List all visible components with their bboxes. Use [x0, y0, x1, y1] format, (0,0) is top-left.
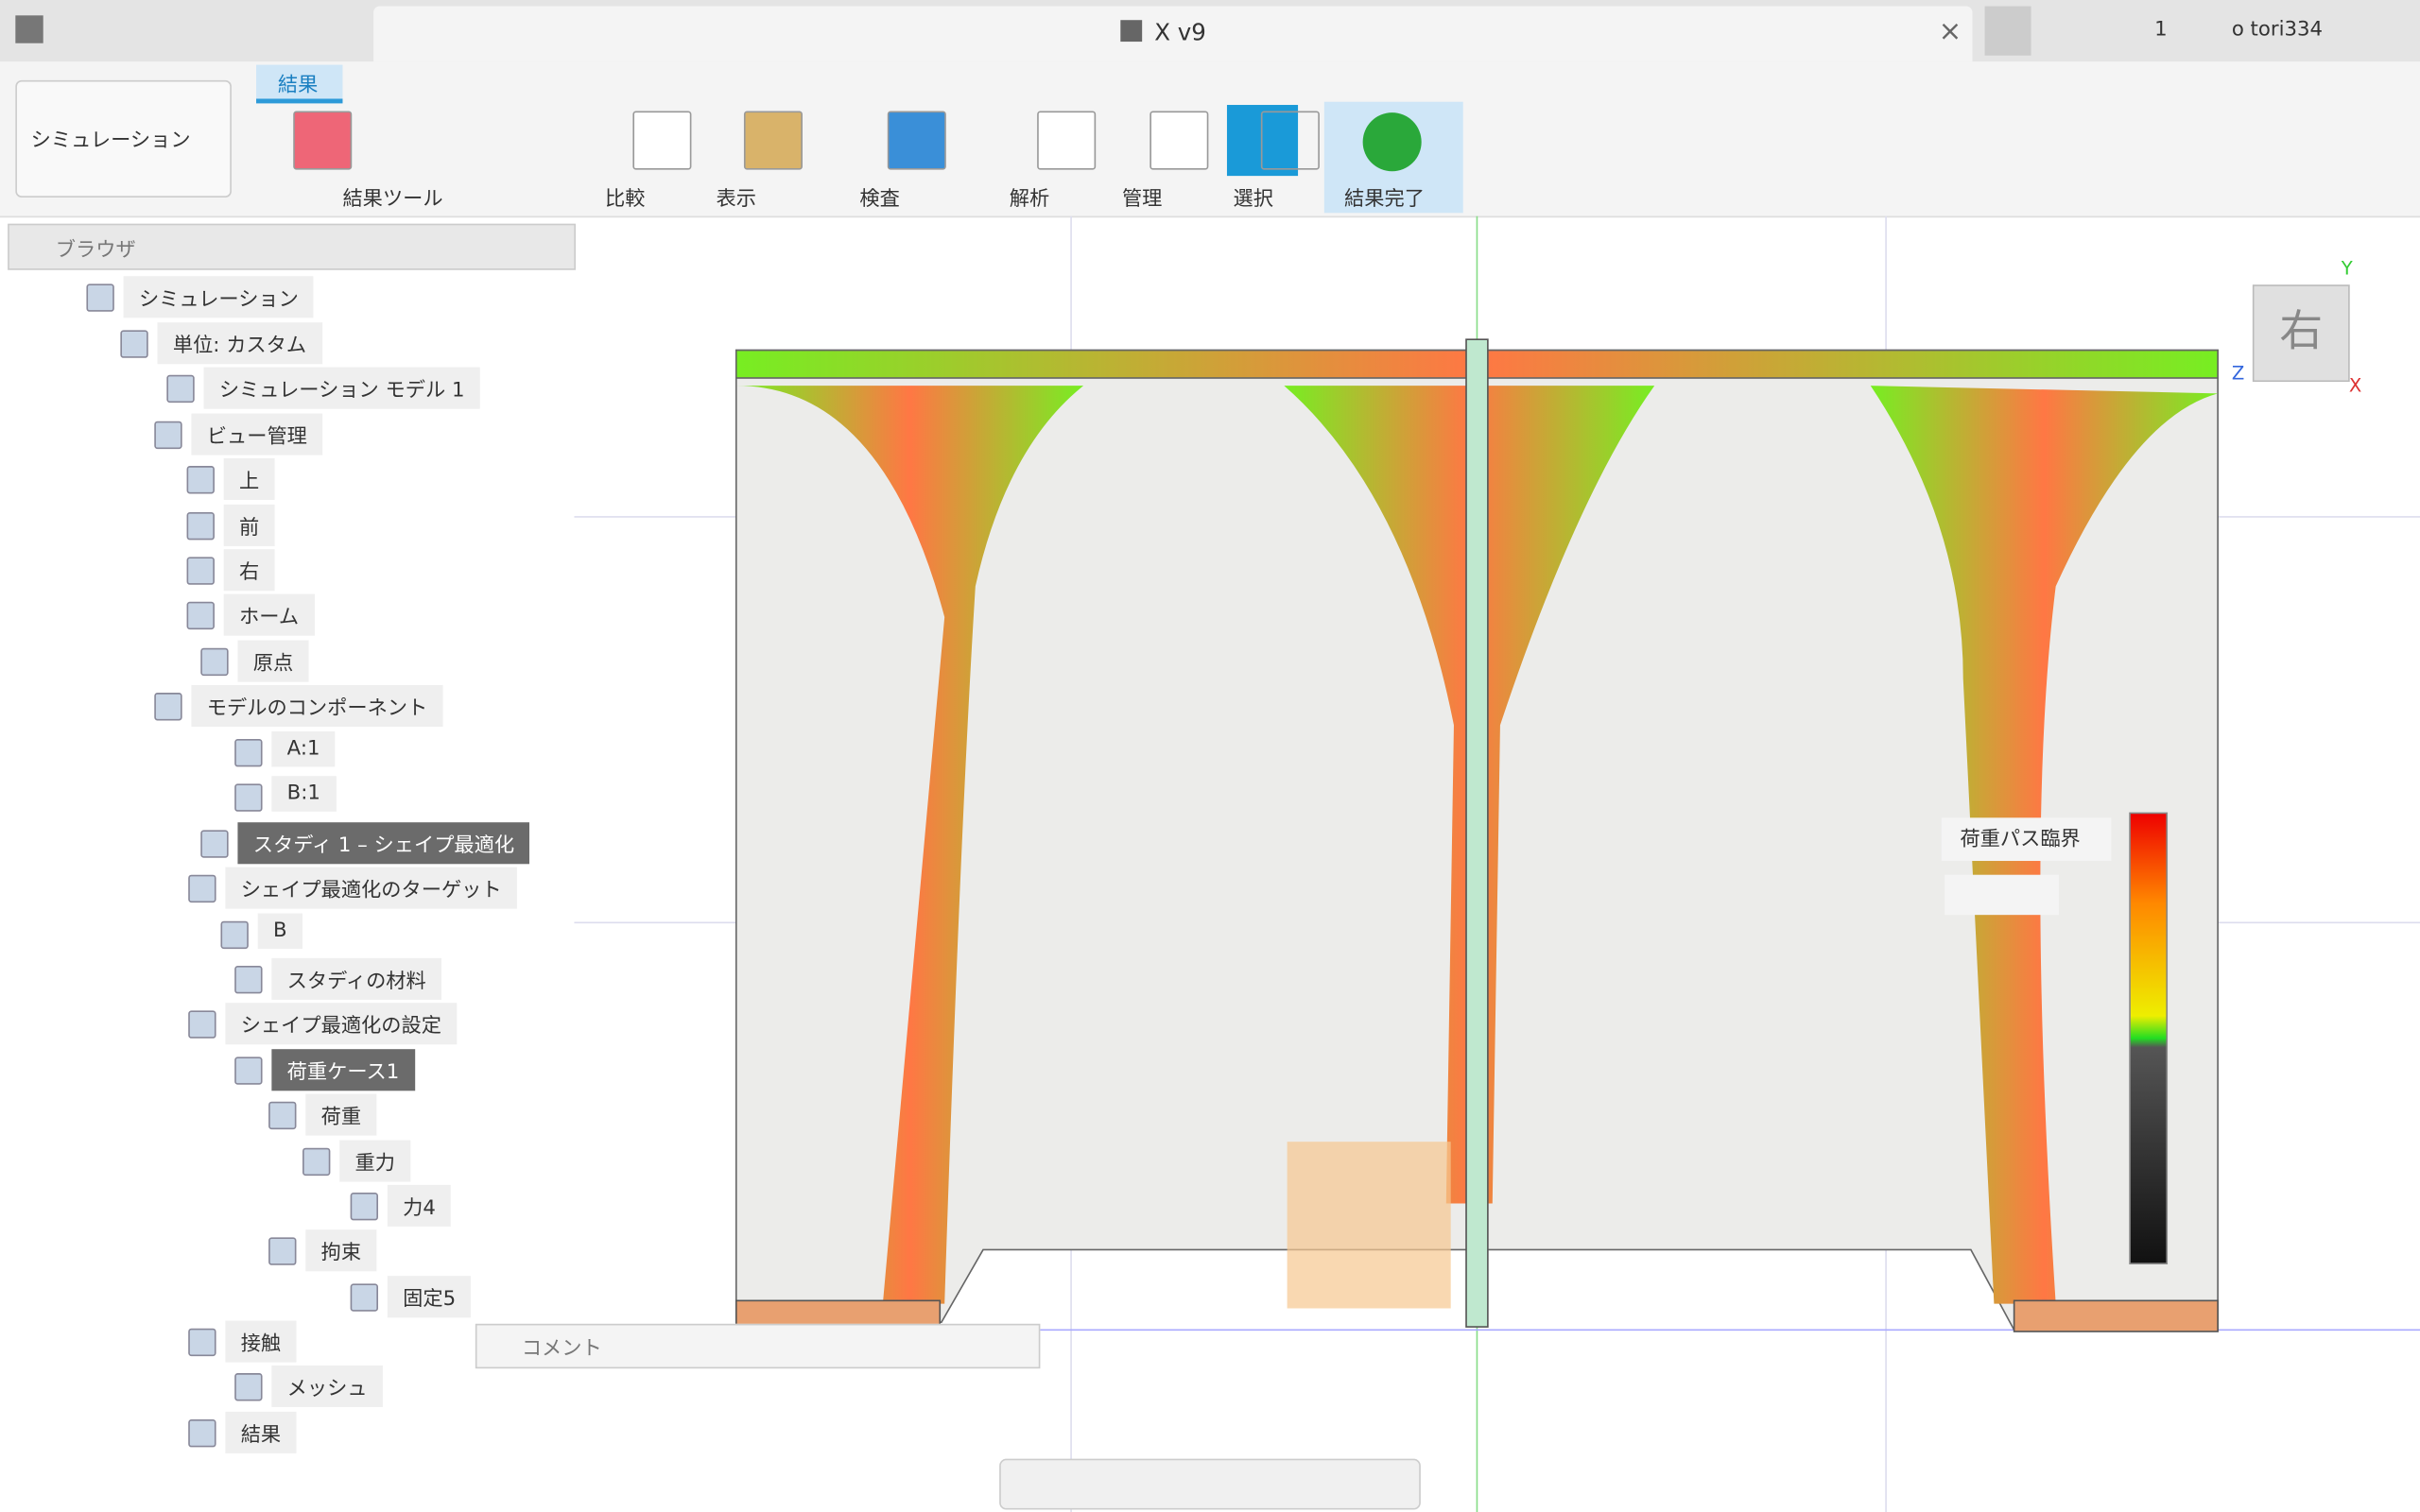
tree-icon — [186, 557, 215, 585]
tree-item[interactable]: 荷重ケース1 — [271, 1049, 415, 1091]
tree-item[interactable]: B — [257, 913, 302, 950]
ribbon-tab[interactable] — [256, 64, 343, 104]
tree-icon — [234, 739, 263, 767]
tree-item[interactable]: A:1 — [271, 730, 336, 767]
ribbon-group-label[interactable]: 管理 — [1121, 188, 1163, 212]
tree-icon — [154, 693, 182, 721]
tree-icon — [234, 966, 263, 994]
tree-icon — [220, 920, 249, 950]
ribbon-icon[interactable] — [1037, 111, 1097, 170]
tree-item[interactable]: B:1 — [271, 776, 337, 812]
axis-z: Z — [2232, 363, 2244, 385]
tree-icon — [350, 1193, 378, 1221]
tree-icon — [350, 1283, 378, 1312]
tree-icon — [186, 466, 215, 494]
user-name[interactable]: o tori334 — [2231, 18, 2323, 43]
tree-icon — [186, 601, 215, 630]
job-count: 1 — [2154, 18, 2168, 43]
ribbon-icon[interactable] — [887, 111, 946, 170]
tree-icon — [302, 1147, 331, 1177]
viewport: 右 Y Z X 荷重パス臨界 — [574, 215, 2420, 1512]
tree-icon — [234, 1057, 263, 1085]
tree-icon — [268, 1101, 297, 1130]
ribbon-icon[interactable] — [632, 111, 692, 170]
finish-icon — [1362, 112, 1422, 172]
ribbon-group-label[interactable]: 検査 — [859, 188, 900, 212]
tree-icon — [200, 830, 229, 858]
nav-bar[interactable] — [999, 1458, 1421, 1510]
tree-icon — [188, 874, 216, 903]
tree-item[interactable]: 原点 — [237, 640, 309, 682]
tree-item[interactable]: シミュレーション — [123, 276, 315, 318]
tree-icon — [268, 1237, 297, 1265]
tree-item[interactable]: スタディ 1 – シェイプ最適化 — [237, 822, 530, 865]
doc-title: X v9 — [1154, 18, 1206, 46]
apps-icon[interactable] — [15, 15, 43, 43]
ribbon-icon[interactable] — [1150, 111, 1209, 170]
tree-item[interactable]: 右 — [223, 549, 275, 592]
tree-item[interactable]: ホーム — [223, 593, 315, 636]
tree-item[interactable]: 単位: カスタム — [157, 322, 322, 365]
tree-item[interactable]: 荷重 — [305, 1093, 377, 1136]
ribbon-group-label[interactable]: 比較 — [605, 188, 646, 212]
tree-item[interactable]: 拘束 — [305, 1229, 377, 1272]
browser-title: ブラウザ — [55, 239, 136, 263]
ribbon-group-label[interactable]: 結果完了 — [1344, 188, 1425, 212]
tree-icon — [200, 647, 229, 677]
tree-icon — [166, 374, 195, 404]
ribbon-group-label[interactable]: 選択 — [1233, 188, 1273, 212]
select-icon[interactable] — [1226, 105, 1299, 177]
workspace-switch[interactable] — [15, 79, 232, 198]
doc-icon — [1120, 20, 1143, 43]
ribbon-icon[interactable] — [1260, 111, 1320, 170]
tree-icon — [154, 421, 182, 450]
ribbon — [0, 61, 2420, 218]
new-tab[interactable] — [1984, 6, 2031, 56]
axis-x: X — [2349, 375, 2361, 397]
legend-settings[interactable] — [1945, 874, 2059, 916]
tree-item[interactable]: シェイプ最適化のターゲット — [225, 867, 517, 909]
doc-tab[interactable] — [373, 6, 1973, 62]
tree-item[interactable]: シェイプ最適化の設定 — [225, 1003, 458, 1045]
browser-header — [8, 223, 576, 270]
tree-item[interactable]: ビュー管理 — [191, 413, 323, 455]
tree-item[interactable]: 接触 — [225, 1320, 297, 1363]
tree-icon — [234, 1373, 263, 1401]
ribbon-icon[interactable] — [743, 111, 803, 170]
tree-item[interactable]: モデルのコンポーネント — [191, 684, 443, 727]
ribbon-tab-label: 結果 — [277, 74, 319, 97]
tree-icon — [188, 1419, 216, 1448]
tree-icon — [186, 512, 215, 541]
ribbon-group-label[interactable]: 結果ツール — [342, 188, 443, 212]
tree-item[interactable]: シミュレーション モデル 1 — [203, 367, 480, 409]
legend-label: 荷重パス臨界 — [1960, 828, 2080, 851]
tree-item[interactable]: 前 — [223, 504, 275, 546]
tree-item[interactable]: 重力 — [339, 1140, 411, 1182]
tree-icon — [188, 1328, 216, 1357]
comment-label: コメント — [521, 1337, 602, 1361]
legend-bar — [2129, 812, 2169, 1264]
legend-menu[interactable] — [1941, 817, 2112, 862]
comment-bar[interactable] — [475, 1323, 1041, 1369]
close-tab[interactable]: × — [1938, 15, 1962, 48]
tree-item[interactable]: スタディの材料 — [271, 957, 442, 1000]
tree-item[interactable]: 力4 — [387, 1184, 452, 1227]
tree-icon — [188, 1010, 216, 1039]
tree-item[interactable]: 固定5 — [387, 1276, 472, 1318]
axis-y: Y — [2341, 258, 2353, 280]
tree-icon — [120, 330, 148, 358]
viewcube-label: 右 — [2279, 306, 2323, 356]
ribbon-group-label[interactable]: 解析 — [1009, 188, 1050, 212]
tree-item[interactable]: メッシュ — [271, 1365, 383, 1407]
workspace-label: シミュレーション — [30, 129, 191, 153]
viewcube[interactable] — [2252, 284, 2350, 383]
tree-icon — [234, 783, 263, 812]
tree-item[interactable]: 結果 — [225, 1411, 297, 1453]
ribbon-group-label[interactable]: 表示 — [716, 188, 757, 212]
tree-item[interactable]: 上 — [223, 457, 275, 500]
ribbon-icon[interactable] — [293, 111, 353, 170]
tree-icon — [86, 284, 114, 312]
